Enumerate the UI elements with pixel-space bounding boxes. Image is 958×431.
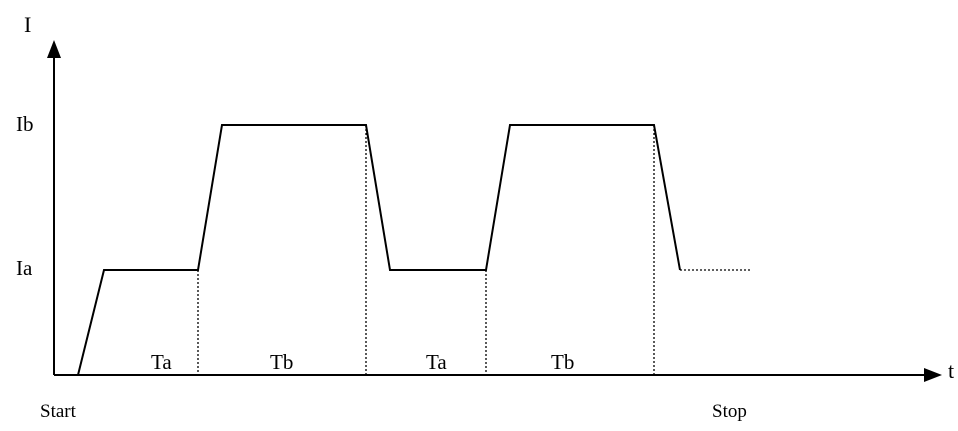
level-label-ia: Ia <box>16 256 33 280</box>
phase-label-tb-1: Tb <box>270 350 294 374</box>
current-waveform <box>77 124 681 376</box>
level-label-ib: Ib <box>16 112 34 136</box>
y-axis-arrow <box>47 40 61 58</box>
start-label: Start <box>40 401 76 422</box>
stop-label: Stop <box>712 401 747 422</box>
x-axis-label: t <box>948 358 955 383</box>
phase-label-ta-2: Ta <box>426 350 447 374</box>
phase-label-ta-1: Ta <box>151 350 172 374</box>
phase-label-tb-2: Tb <box>551 350 575 374</box>
y-axis-label: I <box>24 12 32 37</box>
x-axis-arrow <box>924 368 942 382</box>
